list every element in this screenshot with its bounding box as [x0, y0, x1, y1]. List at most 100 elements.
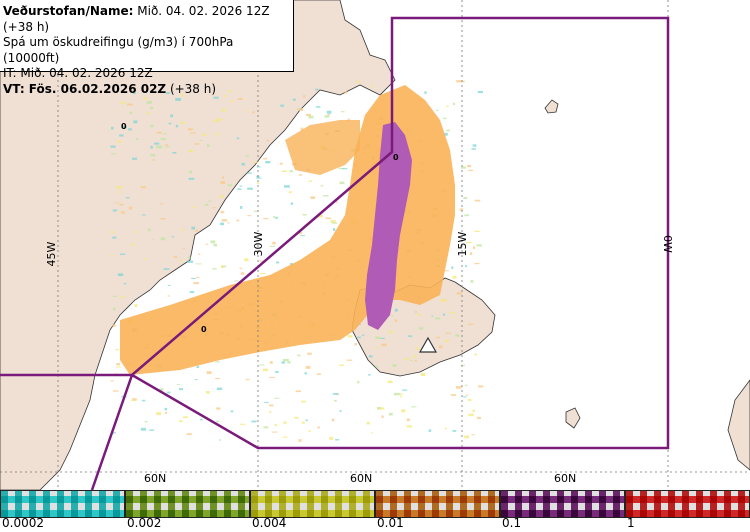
ash-speckle-dot [166, 92, 170, 94]
ash-speckle-dot [438, 345, 443, 349]
ash-orange-north [285, 120, 360, 175]
lat-label-a: 60N [144, 472, 166, 485]
ash-speckle-dot [256, 175, 260, 179]
ash-speckle-dot [418, 327, 424, 330]
ash-speckle-dot [415, 347, 420, 350]
legend-seg-5 [500, 490, 625, 518]
ash-speckle-dot [464, 435, 470, 439]
ash-speckle-dot [215, 361, 220, 363]
ash-speckle-dot [164, 146, 170, 148]
ash-speckle-dot [176, 383, 180, 385]
ash-speckle-dot [287, 361, 291, 364]
ash-speckle-dot [322, 195, 329, 197]
ash-speckle-dot [252, 111, 255, 114]
lon-label-45w: 45W [45, 241, 58, 266]
ash-speckle-dot [297, 354, 301, 357]
ash-speckle-dot [416, 313, 421, 316]
ash-speckle-dot [271, 431, 278, 433]
ash-speckle-dot [387, 380, 393, 384]
ash-speckle-dot [317, 426, 320, 429]
ash-speckle-dot [295, 390, 301, 393]
ash-speckle-dot [149, 107, 154, 109]
ash-speckle-dot [443, 117, 447, 120]
ash-speckle-dot [263, 426, 269, 429]
ash-purple-region [365, 122, 412, 330]
ash-speckle-dot [371, 432, 374, 434]
ash-speckle-dot [214, 133, 221, 135]
ash-speckle-dot [354, 343, 357, 346]
ash-speckle-dot [298, 232, 303, 235]
ash-speckle-dot [378, 407, 385, 410]
ash-speckle-dot [112, 236, 117, 239]
ash-speckle-dot [223, 94, 226, 98]
ash-speckle-dot [257, 182, 260, 185]
ash-speckle-dot [247, 215, 252, 217]
ash-speckle-dot [274, 424, 278, 426]
ash-speckle-dot [465, 241, 472, 244]
ash-speckle-dot [251, 420, 257, 423]
ash-speckle-dot [409, 359, 413, 361]
ash-speckle-dot [302, 214, 307, 216]
ash-speckle-dot [140, 186, 146, 189]
ash-speckle-dot [298, 439, 302, 442]
ash-speckle-dot [244, 258, 249, 262]
ash-speckle-dot [478, 385, 484, 388]
ash-speckle-dot [123, 282, 127, 285]
ash-speckle-dot [446, 129, 450, 132]
ash-speckle-dot [401, 409, 406, 413]
ash-speckle-dot [424, 91, 427, 95]
ash-speckle-dot [282, 436, 288, 438]
ash-speckle-dot [114, 202, 120, 204]
ash-speckle-dot [156, 412, 161, 416]
ash-speckle-dot [269, 376, 275, 378]
ash-speckle-dot [220, 222, 224, 226]
ash-speckle-dot [472, 409, 475, 413]
ash-speckle-dot [204, 203, 209, 206]
ash-speckle-dot [428, 429, 432, 432]
ash-speckle-dot [156, 131, 162, 134]
ash-speckle-dot [325, 217, 332, 219]
ash-speckle-dot [335, 201, 338, 203]
ash-speckle-dot [459, 208, 464, 211]
ash-speckle-dot [268, 411, 272, 413]
ash-speckle-dot [198, 253, 201, 255]
ash-speckle-dot [196, 276, 200, 279]
ash-speckle-dot [440, 299, 447, 302]
legend-label-5: 0.1 [502, 516, 522, 530]
ash-speckle-dot [179, 388, 184, 391]
ash-speckle-dot [477, 416, 481, 420]
legend-label-4: 0.01 [377, 516, 404, 530]
ash-speckle-dot [389, 330, 393, 334]
ash-speckle-dot [456, 80, 462, 83]
ash-speckle-dot [256, 166, 261, 168]
ash-speckle-dot [456, 386, 462, 389]
ash-speckle-dot [474, 199, 481, 202]
ash-speckle-dot [170, 114, 173, 118]
ash-speckle-dot [476, 244, 482, 247]
ash-speckle-dot [259, 364, 265, 366]
ash-speckle-dot [227, 222, 230, 224]
ash-speckle-dot [275, 370, 279, 373]
ash-speckle-dot [143, 97, 147, 100]
ash-speckle-dot [221, 265, 227, 268]
ash-speckle-dot [289, 170, 293, 173]
ash-speckle-dot [300, 235, 305, 237]
volcano-icon [418, 336, 438, 353]
ash-speckle-dot [362, 334, 365, 337]
zero-marker-2: 0 [393, 153, 399, 162]
ash-speckle-dot [206, 371, 212, 374]
ash-speckle-dot [131, 243, 135, 247]
ash-speckle-dot [253, 210, 259, 212]
ash-speckle-dot [112, 307, 116, 311]
ash-speckle-dot [399, 393, 403, 396]
lat-label-b: 60N [350, 472, 372, 485]
ash-speckle-dot [234, 280, 239, 282]
ash-speckle-dot [136, 138, 139, 141]
ash-speckle-dot [463, 396, 467, 398]
ash-speckle-dot [125, 197, 130, 199]
ash-speckle-dot [116, 186, 123, 189]
zero-marker-1: 0 [121, 122, 127, 131]
ash-speckle-dot [326, 110, 332, 114]
ash-speckle-dot [195, 379, 198, 381]
ash-speckle-dot [420, 373, 426, 376]
